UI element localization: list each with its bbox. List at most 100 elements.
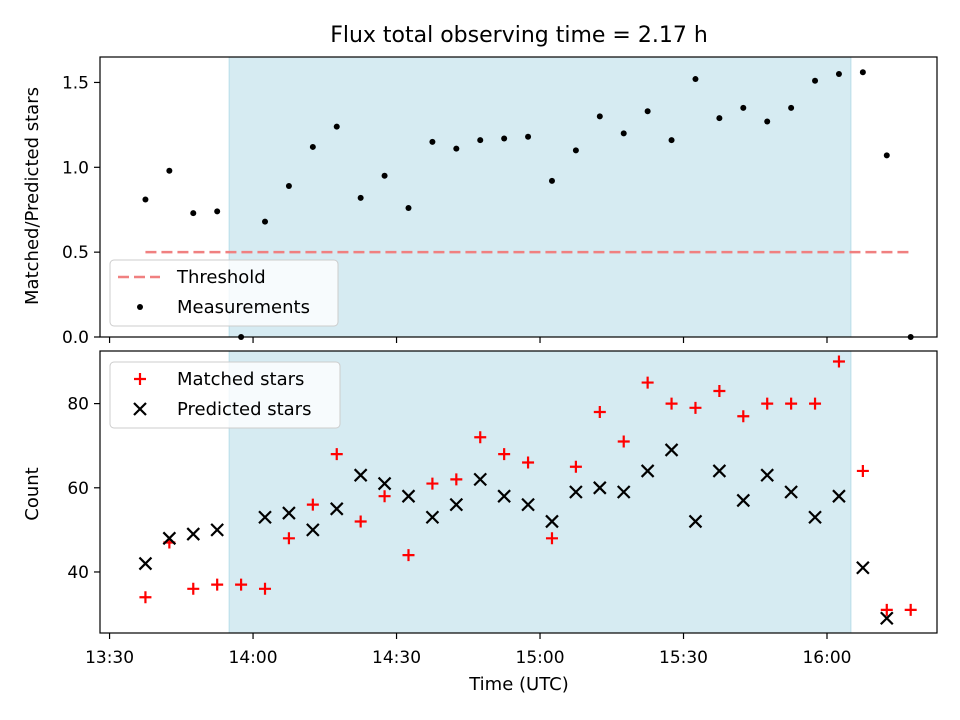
bottom-matched-point bbox=[761, 397, 774, 410]
bottom-legend-label: Matched stars bbox=[177, 369, 304, 390]
bottom-matched-point bbox=[354, 515, 367, 528]
top-measurement-point bbox=[262, 218, 269, 225]
bottom-predicted-point bbox=[306, 523, 320, 537]
bottom-matched-point bbox=[569, 460, 582, 473]
top-y-tick-label: 1.0 bbox=[62, 158, 89, 178]
bottom-matched-point bbox=[665, 397, 678, 410]
bottom-axes-frame bbox=[99, 350, 938, 634]
bottom-matched-point bbox=[689, 401, 702, 414]
top-measurement-point bbox=[859, 69, 866, 76]
bottom-predicted-point bbox=[593, 481, 607, 495]
chart-title: Flux total observing time = 2.17 h bbox=[330, 23, 708, 48]
bottom-matched-point bbox=[809, 397, 822, 410]
bottom-matched-point bbox=[785, 397, 798, 410]
bottom-predicted-point bbox=[353, 468, 368, 482]
bottom-predicted-point bbox=[736, 493, 751, 508]
bottom-matched-point bbox=[737, 410, 750, 423]
bottom-predicted-point bbox=[569, 485, 583, 499]
bottom-matched-point bbox=[593, 406, 606, 419]
top-measurement-point bbox=[309, 143, 316, 150]
bottom-predicted-point bbox=[449, 497, 464, 512]
bottom-predicted-point bbox=[162, 531, 177, 546]
bottom-y-tick-label: 80 bbox=[67, 395, 89, 415]
top-legend-label: Measurements bbox=[177, 297, 310, 318]
bottom-predicted-point bbox=[545, 514, 559, 529]
bottom-matched-point bbox=[617, 435, 630, 448]
bottom-x-tick-label: 13:30 bbox=[85, 648, 134, 668]
bottom-predicted-point bbox=[664, 443, 679, 457]
top-measurement-point bbox=[668, 137, 675, 144]
bottom-matched-point bbox=[641, 376, 654, 389]
top-y-axis-label: Matched/Predicted stars bbox=[22, 87, 43, 305]
bottom-y-tick-label: 60 bbox=[67, 479, 89, 499]
bottom-predicted-point bbox=[784, 485, 798, 499]
top-axes-frame bbox=[99, 56, 938, 338]
bottom-matched-point bbox=[235, 578, 248, 591]
top-y-tick-label: 0.0 bbox=[62, 328, 89, 348]
top-measurement-point bbox=[453, 145, 460, 152]
bottom-matched-point bbox=[522, 456, 535, 469]
top-y-tick-label: 0.5 bbox=[62, 243, 89, 263]
bottom-matched-point bbox=[545, 532, 558, 545]
top-measurement-point bbox=[692, 76, 699, 83]
top-measurement-point bbox=[572, 147, 579, 154]
bottom-matched-point bbox=[474, 431, 487, 444]
bottom-predicted-point bbox=[856, 560, 870, 575]
bottom-matched-point bbox=[856, 464, 869, 477]
bottom-matched-point bbox=[306, 498, 319, 511]
top-measurement-point bbox=[716, 115, 723, 122]
bottom-predicted-point bbox=[210, 523, 224, 537]
bottom-x-tick-label: 16:00 bbox=[802, 648, 851, 668]
top-panel: 0.0 0.5 1.0 1.5 Threshold Measurements bbox=[62, 56, 938, 348]
top-measurement-point bbox=[788, 104, 795, 111]
top-measurement-point bbox=[525, 133, 532, 140]
top-legend-box bbox=[109, 259, 339, 327]
bottom-predicted-point bbox=[808, 510, 822, 525]
bottom-predicted-point bbox=[425, 510, 440, 525]
top-legend-label: Threshold bbox=[176, 267, 266, 288]
bottom-predicted-point bbox=[282, 506, 296, 520]
top-measurement-point bbox=[883, 152, 890, 159]
top-measurement-point bbox=[812, 77, 819, 84]
top-measurement-point bbox=[357, 194, 364, 201]
bottom-predicted-point bbox=[880, 611, 894, 626]
bottom-predicted-point bbox=[521, 497, 535, 512]
bottom-predicted-point bbox=[186, 527, 201, 541]
bottom-matched-point bbox=[139, 591, 152, 604]
top-measurement-point bbox=[214, 208, 221, 215]
bottom-matched-point bbox=[904, 603, 917, 616]
bottom-matched-point bbox=[282, 532, 295, 545]
bottom-predicted-point bbox=[497, 489, 511, 503]
top-measurement-point bbox=[285, 182, 292, 189]
bottom-matched-point bbox=[880, 603, 893, 616]
bottom-predicted-point bbox=[377, 476, 392, 491]
top-measurement-point bbox=[333, 123, 340, 130]
top-measurement-point bbox=[477, 137, 484, 144]
bottom-predicted-point bbox=[401, 489, 416, 503]
top-measurement-point bbox=[142, 196, 149, 203]
bottom-panel: 40 60 80 13:30 14:00 14:30 15:00 15:30 16:00 Matc… bbox=[67, 350, 938, 668]
bottom-predicted-point bbox=[329, 502, 344, 516]
bottom-predicted-point bbox=[258, 510, 272, 525]
bottom-x-tick-label: 15:00 bbox=[516, 648, 565, 668]
bottom-predicted-point bbox=[712, 464, 727, 478]
bottom-matched-point bbox=[426, 477, 439, 490]
bottom-legend-predicted-swatch bbox=[133, 402, 147, 416]
top-measurement-point bbox=[644, 108, 651, 115]
top-measurement-point bbox=[429, 138, 436, 145]
bottom-matched-point bbox=[330, 448, 343, 461]
bottom-matched-point bbox=[259, 582, 272, 595]
bottom-legend-label: Predicted stars bbox=[177, 399, 311, 420]
bottom-matched-point bbox=[498, 448, 511, 461]
bottom-matched-point bbox=[402, 549, 415, 562]
bottom-predicted-point bbox=[760, 468, 774, 482]
bottom-predicted-point bbox=[640, 464, 655, 478]
top-measurement-point bbox=[835, 70, 842, 77]
top-measurement-point bbox=[501, 135, 508, 142]
top-measurement-point bbox=[405, 205, 412, 212]
bottom-x-tick-label: 15:30 bbox=[659, 648, 708, 668]
bottom-matched-point bbox=[187, 582, 200, 595]
bottom-predicted-point bbox=[473, 472, 488, 487]
bottom-matched-point bbox=[832, 355, 845, 368]
